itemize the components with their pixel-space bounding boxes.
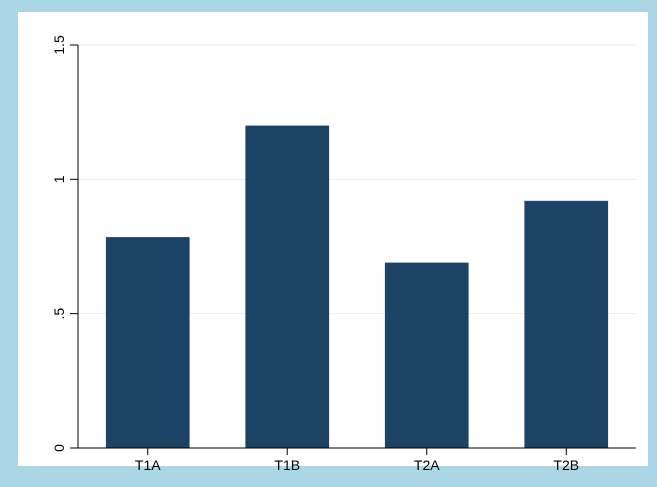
- bar-t1a: [105, 237, 190, 448]
- bar-t2b: [524, 200, 609, 448]
- x-tick-label: T2A: [414, 457, 440, 473]
- y-tick-label: 1: [51, 175, 67, 183]
- bar-t1b: [245, 125, 330, 448]
- y-tick-label: .5: [51, 308, 67, 320]
- y-tick-label: 0: [51, 444, 67, 452]
- bar-t2a: [384, 262, 469, 448]
- y-tick-label: 1.5: [51, 35, 67, 55]
- x-tick-label: T1A: [135, 457, 161, 473]
- y-axis-ticks: 0 .5 1 1.5: [51, 35, 78, 452]
- bars: [105, 125, 609, 448]
- x-tick-label: T2B: [553, 457, 579, 473]
- x-tick-label: T1B: [274, 457, 300, 473]
- x-axis-ticks: T1A T1B T2A T2B: [135, 448, 579, 473]
